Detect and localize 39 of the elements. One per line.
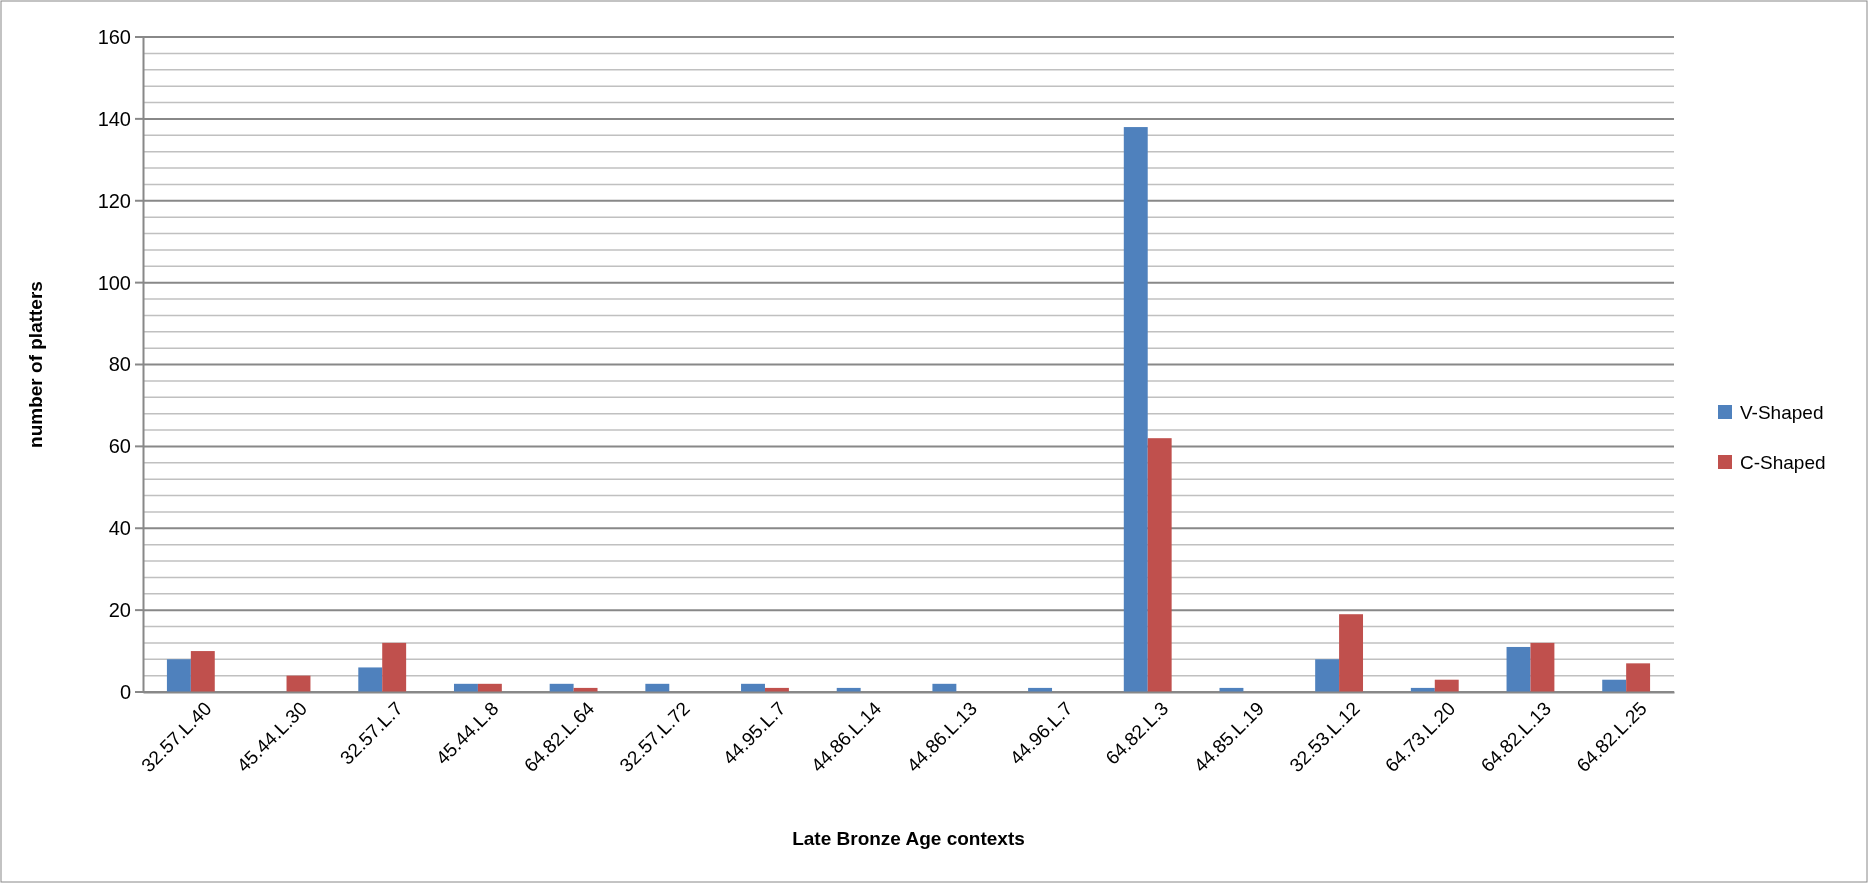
x-axis-title: Late Bronze Age contexts [792,828,1025,849]
y-tick-label: 40 [108,517,131,540]
bar [166,659,191,692]
bar [549,683,574,692]
bar [932,683,957,692]
y-tick-label: 80 [108,353,131,376]
bar [1339,614,1364,692]
y-tick-label: 160 [97,25,131,48]
bar [358,667,383,692]
bar [1434,679,1459,692]
bar [1147,438,1172,692]
legend-label: V-Shaped [1740,401,1824,423]
bar [764,687,789,692]
bar [453,683,478,692]
y-axis-title: number of platters [25,281,46,448]
bar [645,683,670,692]
bar [836,687,861,692]
y-tick-label: 60 [108,435,131,458]
bar [1506,646,1531,692]
bar [1410,687,1435,692]
bar [1123,127,1148,692]
bar [190,651,215,692]
y-tick-label: 0 [119,680,131,703]
bar [382,642,407,692]
bar [573,687,598,692]
legend-label: C-Shaped [1740,451,1826,473]
bar [741,683,765,692]
bar [1315,659,1340,692]
bar [1602,679,1627,692]
bar [477,683,502,692]
bar [1626,663,1651,692]
y-tick-label: 120 [97,189,131,212]
bar [286,675,311,692]
bar [1530,642,1555,692]
bar [1219,687,1244,692]
bar [1028,687,1053,692]
y-tick-label: 100 [97,271,131,294]
y-tick-label: 140 [97,107,131,130]
y-tick-label: 20 [108,599,131,622]
